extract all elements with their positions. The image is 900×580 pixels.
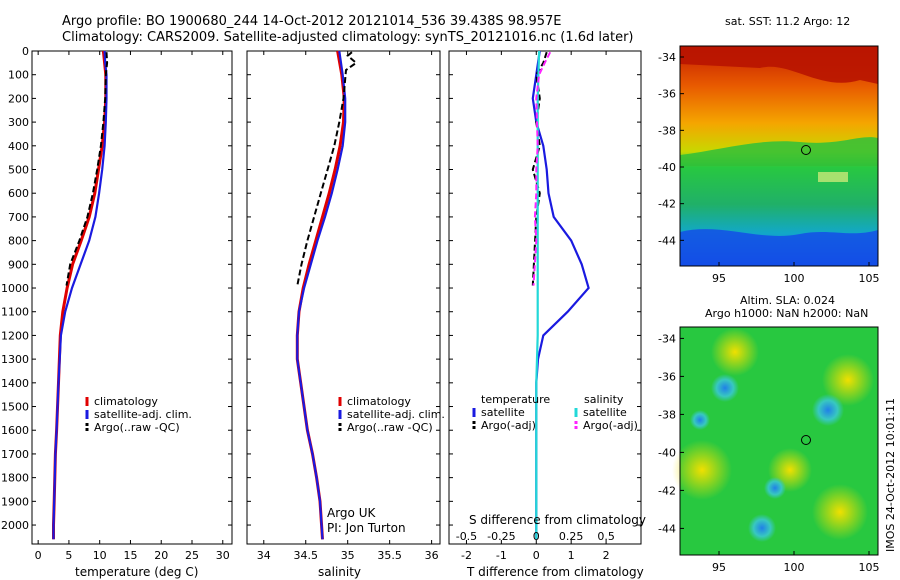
series-line-argo-raw-qc- <box>65 52 109 286</box>
sst-map-title: sat. SST: 11.2 Argo: 12 <box>725 15 851 28</box>
map-y-tick-label: -38 <box>658 408 676 421</box>
y-tick-label: 600 <box>8 187 29 200</box>
x-tick-label: 34.5 <box>293 549 318 562</box>
y-tick-label: 200 <box>8 92 29 105</box>
sst-map <box>679 45 879 267</box>
sla-map-title-2: Argo h1000: NaN h2000: NaN <box>705 307 869 320</box>
map-y-tick-label: -42 <box>658 198 676 211</box>
map-y-tick-label: -40 <box>658 161 676 174</box>
x-tick-label: 34 <box>257 549 271 562</box>
legend-label: Argo(-adj) <box>583 419 638 432</box>
y-tick-label: 400 <box>8 140 29 153</box>
y-tick-label: 1600 <box>1 424 29 437</box>
legend-label: satellite-adj. clim. <box>94 408 192 421</box>
y-tick-label: 1800 <box>1 472 29 485</box>
map-y-tick-label: -34 <box>658 332 676 345</box>
y-tick-label: 1100 <box>1 306 29 319</box>
map-x-tick-label: 100 <box>784 272 805 285</box>
map-x-tick-label: 105 <box>859 561 880 574</box>
legend-label: satellite <box>583 406 627 419</box>
legend-heading: temperature <box>481 393 550 406</box>
y-tick-label: 100 <box>8 69 29 82</box>
legend-label: climatology <box>347 395 411 408</box>
difference-xlabel: T difference from climatology <box>467 565 644 579</box>
top-tick-label: -0.25 <box>487 530 515 543</box>
x-tick-label: 10 <box>93 549 107 562</box>
map-x-tick-label: 95 <box>712 561 726 574</box>
legend-label: Argo(-adj) <box>481 419 536 432</box>
legend-label: satellite-adj. clim. <box>347 408 445 421</box>
y-tick-label: 1500 <box>1 401 29 414</box>
y-tick-label: 900 <box>8 258 29 271</box>
y-tick-label: 800 <box>8 235 29 248</box>
sla-map <box>672 326 879 556</box>
series-line-satellite <box>535 50 541 540</box>
y-tick-label: 1700 <box>1 448 29 461</box>
legend-label: climatology <box>94 395 158 408</box>
map-y-tick-label: -34 <box>658 51 676 64</box>
series-line-argo-adj- <box>532 51 552 286</box>
x-tick-label: 1 <box>568 549 575 562</box>
map-y-tick-label: -40 <box>658 446 676 459</box>
y-tick-label: 500 <box>8 164 29 177</box>
map-y-tick-label: -36 <box>658 370 676 383</box>
x-tick-label: 25 <box>185 549 199 562</box>
map-y-tick-label: -44 <box>658 234 676 247</box>
map-y-tick-label: -42 <box>658 484 676 497</box>
x-tick-label: 0 <box>533 549 540 562</box>
y-tick-label: 700 <box>8 211 29 224</box>
y-tick-label: 1200 <box>1 329 29 342</box>
y-tick-label: 1400 <box>1 377 29 390</box>
argo-position-marker <box>801 145 811 155</box>
map-x-tick-label: 105 <box>859 272 880 285</box>
difference-axes <box>448 50 642 545</box>
map-y-tick-label: -36 <box>658 88 676 101</box>
x-tick-label: 15 <box>123 549 137 562</box>
temperature-xlabel: temperature (deg C) <box>75 565 199 579</box>
y-tick-label: 1900 <box>1 495 29 508</box>
legend-heading: salinity <box>584 393 624 406</box>
y-tick-label: 0 <box>22 45 29 58</box>
imos-timestamp: IMOS 24-Oct-2012 10:01:11 <box>884 397 897 552</box>
x-tick-label: -2 <box>461 549 472 562</box>
x-tick-label: 36 <box>425 549 439 562</box>
credit-line-2: PI: Jon Turton <box>327 521 406 535</box>
x-tick-label: 35.5 <box>377 549 402 562</box>
credit-line-1: Argo UK <box>327 506 376 520</box>
top-tick-label: 0.25 <box>559 530 584 543</box>
legend-label: Argo(..raw -QC) <box>347 421 433 434</box>
y-tick-label: 1000 <box>1 282 29 295</box>
map-y-tick-label: -38 <box>658 124 676 137</box>
x-tick-label: 35 <box>341 549 355 562</box>
y-tick-label: 2000 <box>1 519 29 532</box>
temperature-axes <box>31 50 233 545</box>
legend-label: Argo(..raw -QC) <box>94 421 180 434</box>
x-tick-label: -1 <box>496 549 507 562</box>
y-tick-label: 300 <box>8 116 29 129</box>
x-tick-label: 20 <box>154 549 168 562</box>
series-line-satellite-adj-clim- <box>296 50 347 540</box>
map-y-tick-label: -44 <box>658 522 676 535</box>
map-x-tick-label: 95 <box>712 272 726 285</box>
top-tick-label: -0.5 <box>456 530 477 543</box>
y-tick-label: 1300 <box>1 353 29 366</box>
top-tick-label: 0 <box>533 530 540 543</box>
map-x-tick-label: 100 <box>784 561 805 574</box>
x-tick-label: 30 <box>216 549 230 562</box>
legend-label: satellite <box>481 406 525 419</box>
figure-title-line-2: Climatology: CARS2009. Satellite-adjuste… <box>62 30 634 45</box>
sla-map-title-1: Altim. SLA: 0.024 <box>740 294 836 307</box>
figure-title-line-1: Argo profile: BO 1900680_244 14-Oct-2012… <box>62 14 562 29</box>
top-tick-label: 0.5 <box>597 530 615 543</box>
series-line-satellite-adj-clim- <box>52 50 108 540</box>
difference-top-label: S difference from climatology <box>469 513 646 527</box>
x-tick-label: 2 <box>603 549 610 562</box>
salinity-xlabel: salinity <box>318 565 362 579</box>
x-tick-label: 0 <box>35 549 42 562</box>
argo-position-marker <box>801 435 811 445</box>
x-tick-label: 5 <box>65 549 72 562</box>
